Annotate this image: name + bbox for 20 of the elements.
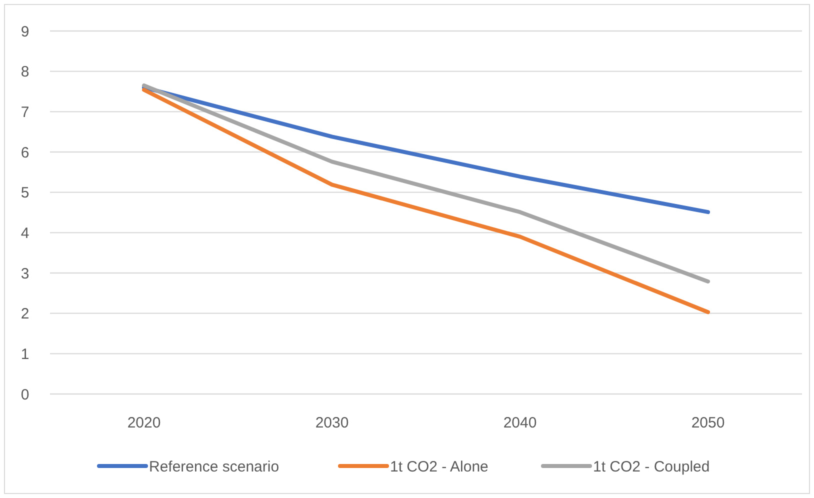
y-tick-label: 6 <box>20 144 30 162</box>
y-tick-label: 1 <box>20 346 30 363</box>
legend-label: Reference scenario <box>149 458 280 476</box>
x-tick-label: 2040 <box>503 414 537 432</box>
y-tick-label: 0 <box>20 386 30 404</box>
y-tick-label: 8 <box>20 64 30 81</box>
line-series <box>142 83 710 284</box>
x-tick-label: 2050 <box>691 414 725 432</box>
y-tick-label: 3 <box>20 265 30 282</box>
y-tick-label: 2 <box>20 306 30 323</box>
line-series <box>142 88 710 314</box>
y-tick-label: 7 <box>20 104 30 121</box>
y-tick-label: 4 <box>20 224 30 242</box>
x-tick-label: 2030 <box>315 414 349 432</box>
legend-label: 1t CO2 - Coupled <box>593 458 710 476</box>
y-tick-label: 9 <box>20 23 30 40</box>
line-series <box>142 85 710 214</box>
x-tick-label: 2020 <box>127 414 161 432</box>
legend-label: 1t CO2 - Alone <box>390 458 488 476</box>
y-tick-label: 5 <box>20 184 30 202</box>
